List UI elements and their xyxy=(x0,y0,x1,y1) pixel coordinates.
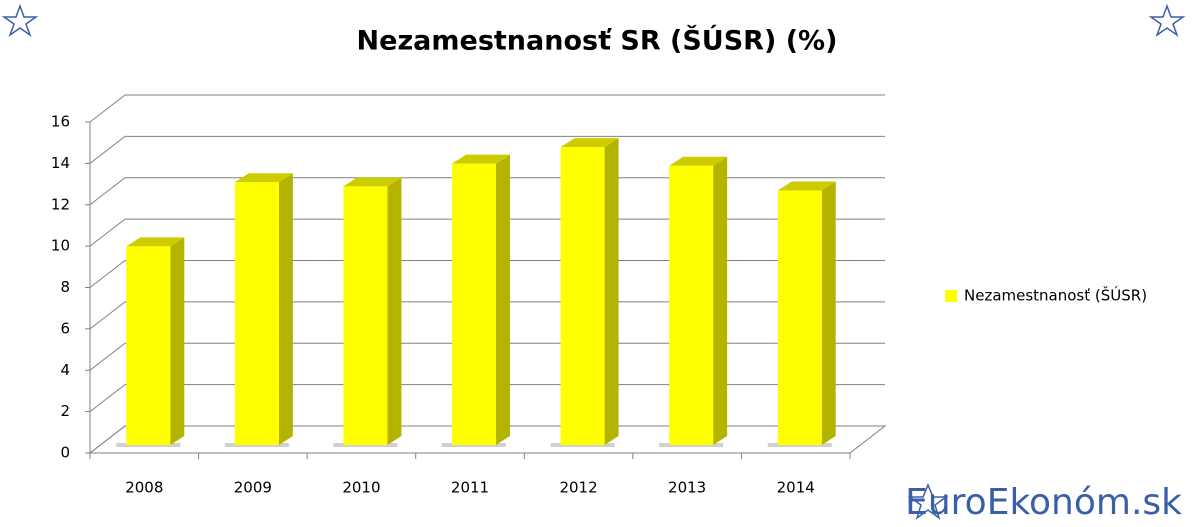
chart-title: Nezamestnanosť SR (ŠÚSR) (%) xyxy=(357,25,838,57)
grid-line xyxy=(89,425,885,454)
grid-line xyxy=(89,218,885,247)
bar-top xyxy=(669,156,728,166)
y-tick-label: 12 xyxy=(51,195,70,213)
y-tick-label: 4 xyxy=(60,361,70,379)
grid-line xyxy=(89,94,885,123)
grid-line xyxy=(89,384,885,413)
star-icon xyxy=(1,3,39,37)
bar-side xyxy=(496,154,510,445)
x-tick-label: 2009 xyxy=(234,479,272,497)
y-tick-label: 2 xyxy=(60,402,70,420)
y-tick-label: 16 xyxy=(51,113,70,131)
bar xyxy=(234,182,279,446)
bar-side xyxy=(604,138,619,445)
star-icon xyxy=(1148,3,1186,37)
y-tick-label: 14 xyxy=(51,154,70,172)
x-tick-label: 2010 xyxy=(342,479,380,497)
grid-line xyxy=(89,342,885,371)
bar xyxy=(126,246,171,445)
star-icon xyxy=(907,483,949,520)
bar-top xyxy=(234,173,293,183)
x-tick-label: 2008 xyxy=(125,479,163,497)
bar-side xyxy=(821,181,836,445)
grid-line xyxy=(89,177,885,206)
bar xyxy=(560,147,605,445)
x-tick-label: 2014 xyxy=(777,479,815,497)
bar-top xyxy=(560,138,619,148)
bar-side xyxy=(387,177,402,445)
bar xyxy=(343,186,388,445)
bar xyxy=(669,165,714,445)
x-tick-label: 2013 xyxy=(668,479,706,497)
x-tick-label: 2012 xyxy=(559,479,597,497)
bar xyxy=(452,163,496,445)
watermark: EuroEkonóm.sk xyxy=(905,482,1182,523)
y-tick-label: 8 xyxy=(60,278,70,296)
y-tick-label: 0 xyxy=(60,444,70,462)
bar-top xyxy=(343,177,402,187)
bar-side xyxy=(713,156,728,445)
grid-line xyxy=(89,260,885,288)
bar-top xyxy=(126,237,185,247)
grid-line xyxy=(89,301,885,330)
bar-side xyxy=(278,173,293,446)
grid-line xyxy=(89,135,885,164)
bar-top xyxy=(777,181,836,191)
bar xyxy=(777,190,822,445)
x-tick-label: 2011 xyxy=(451,479,489,497)
legend-swatch xyxy=(945,290,957,302)
legend-label: Nezamestnanosť (ŠÚSR) xyxy=(964,286,1147,305)
y-tick-label: 6 xyxy=(60,319,70,337)
bar-top xyxy=(452,154,510,164)
bar-side xyxy=(170,237,185,445)
y-tick-label: 10 xyxy=(51,237,70,255)
